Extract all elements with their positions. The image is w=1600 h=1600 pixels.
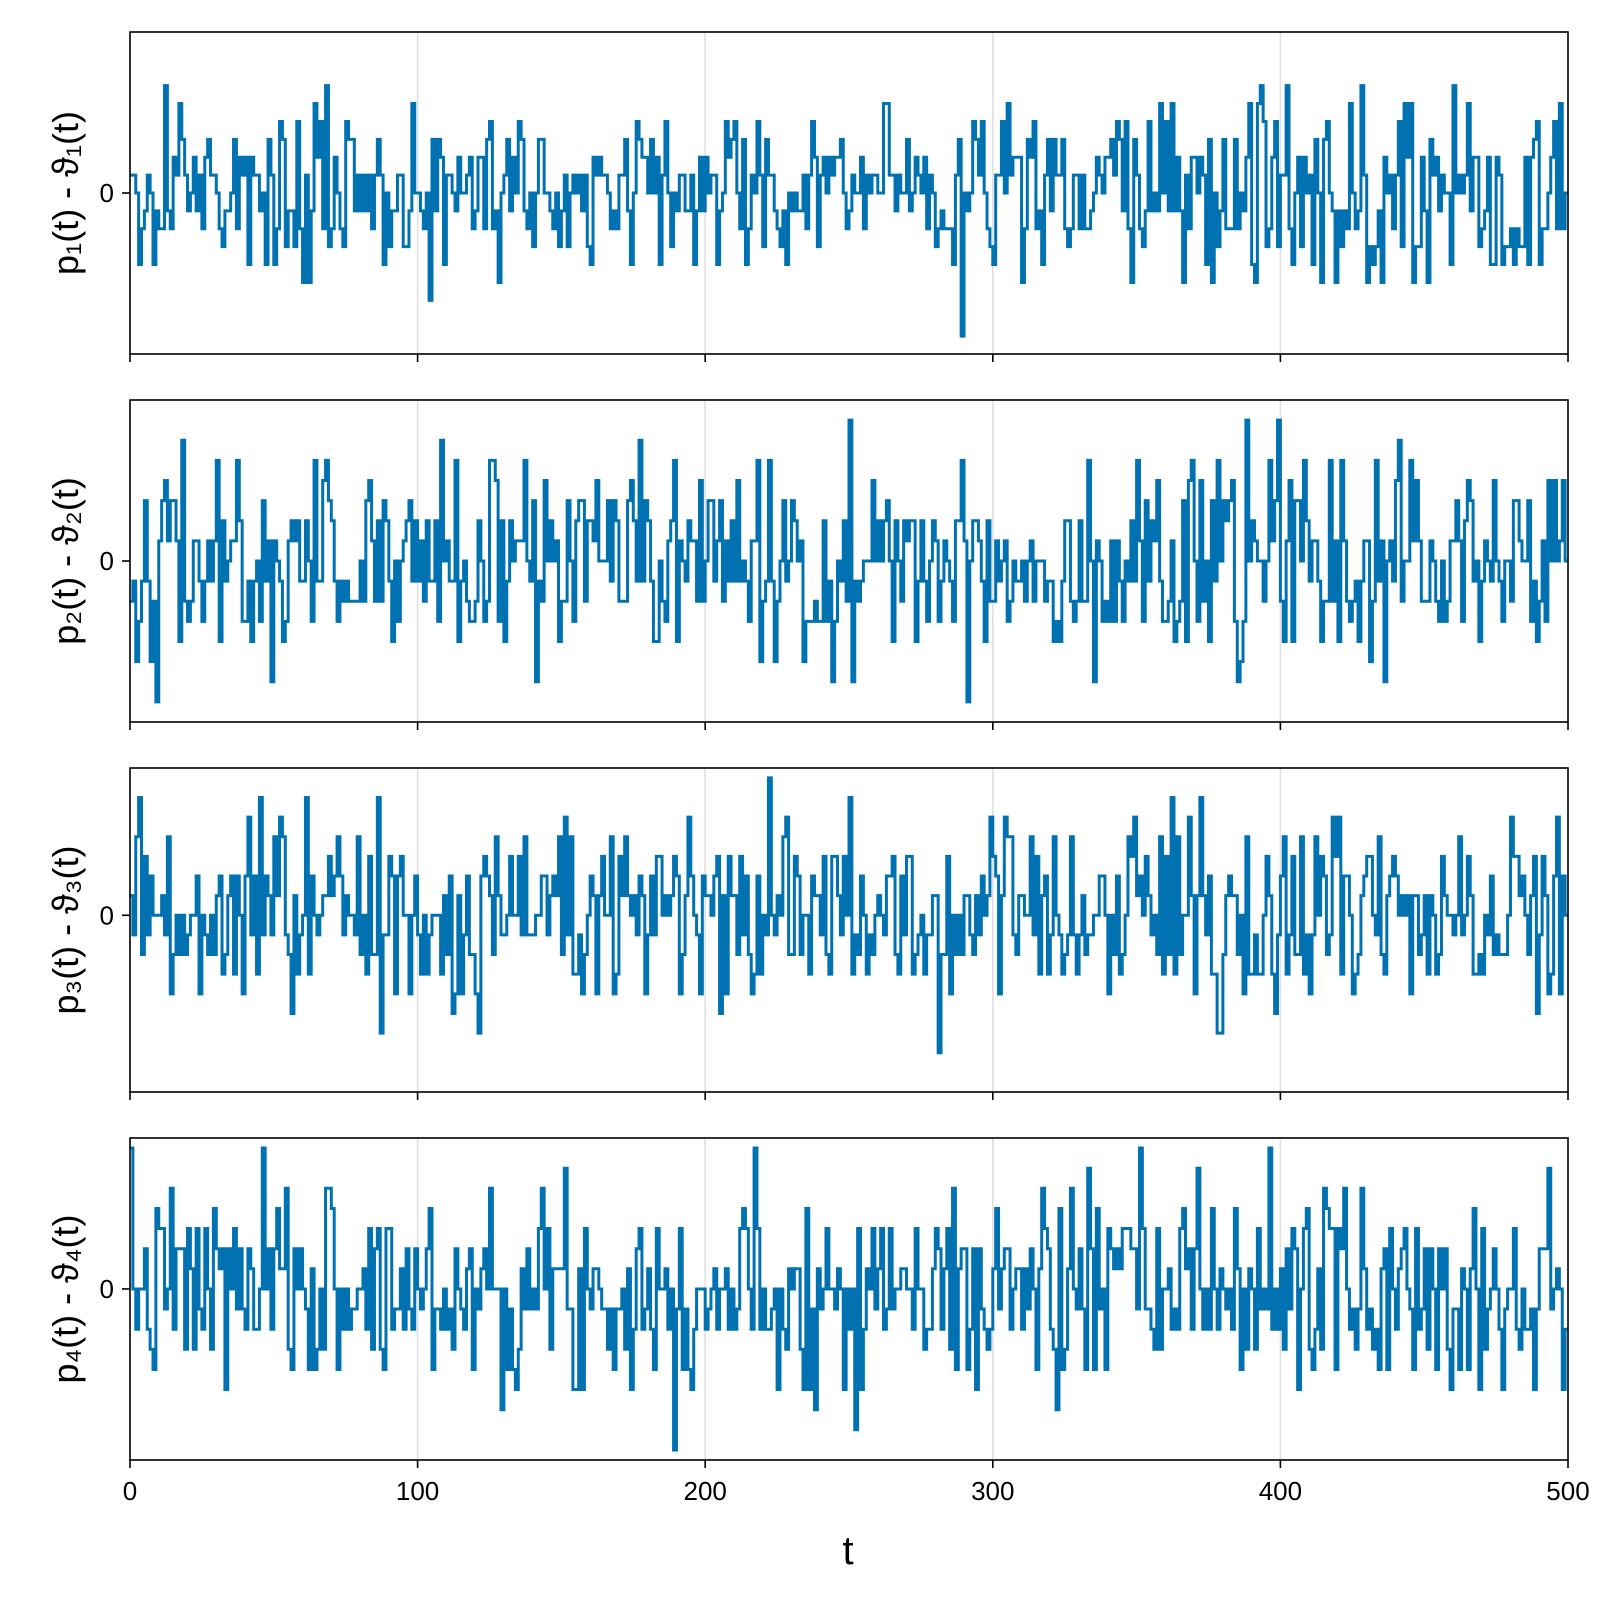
x-tick-label-300: 300 [971,1476,1014,1506]
series-line-1 [130,84,1568,338]
y-tick-label: 0 [100,546,114,576]
y-axis-label-2: p₂(t) - ϑ₂(t) [45,477,86,645]
panel-4: 0 p₄(t) - ϑ₄(t) [45,1137,1569,1468]
x-tick-label-500: 500 [1546,1476,1589,1506]
x-tick-label-400: 400 [1259,1476,1302,1506]
y-tick-label: 0 [100,178,114,208]
x-axis-label: t [842,1529,853,1573]
panel-2: 0 p₂(t) - ϑ₂(t) [45,399,1569,730]
panels-container: 0 p₁(t) - ϑ₁(t) 0 p₂(t) - ϑ₂(t) 0 p₃(t) - ϑ₃(… [45,31,1590,1506]
x-tick-label-200: 200 [684,1476,727,1506]
axes-frame-4 [129,1137,1569,1461]
panel-3: 0 p₃(t) - ϑ₃(t) [45,767,1569,1100]
x-tick-label-100: 100 [396,1476,439,1506]
panel-1: 0 p₁(t) - ϑ₁(t) [45,31,1569,362]
y-tick-label: 0 [100,1274,114,1304]
series-line-3 [130,776,1568,1055]
series-line-4 [130,1146,1568,1452]
x-tick-label-0: 0 [123,1476,137,1506]
y-tick-label: 0 [100,900,114,930]
axes-frame-3 [129,767,1569,1093]
series-line-2 [130,418,1568,704]
y-axis-label-3: p₃(t) - ϑ₃(t) [45,846,86,1015]
y-axis-label-4: p₄(t) - ϑ₄(t) [45,1214,86,1383]
y-axis-label-1: p₁(t) - ϑ₁(t) [45,111,86,275]
